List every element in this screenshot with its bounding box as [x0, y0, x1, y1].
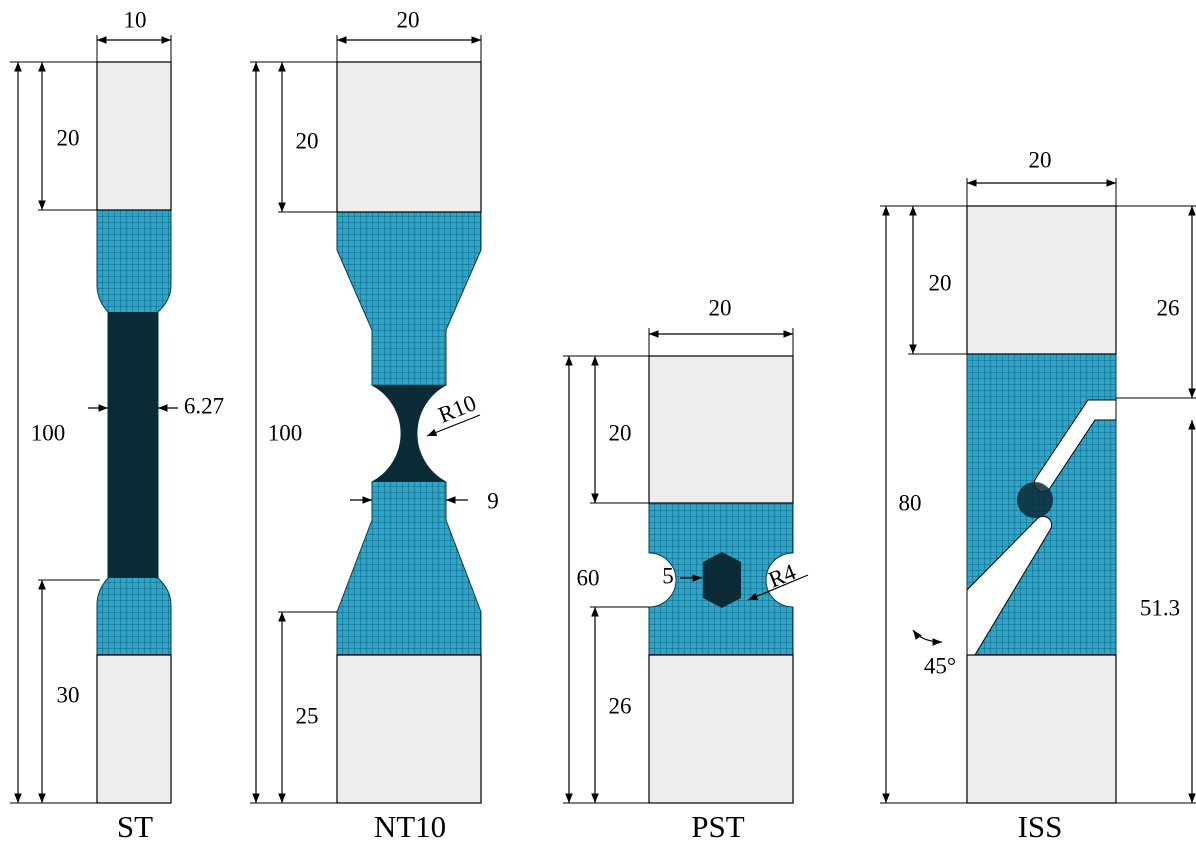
dimension-label: 30 — [57, 682, 80, 707]
specimen-nt10: 20 20 100 R10 9 25 NT10 — [250, 7, 499, 844]
dimension-label: 10 — [124, 7, 147, 32]
specimen-name: ISS — [1018, 809, 1063, 844]
dimension-label: 20 — [397, 7, 420, 32]
specimen-name: PST — [691, 809, 744, 844]
specimen-pst: 20 20 60 5 R4 26 PST — [563, 295, 808, 844]
dimension-label: 100 — [268, 420, 303, 445]
dimension-label: 20 — [1029, 147, 1052, 172]
dimension-label: 45° — [924, 653, 956, 678]
dimension-label: 20 — [609, 420, 632, 445]
dimension-label: 6.27 — [184, 393, 224, 418]
specimen-diagram: 10 20 100 6.27 30 ST 20 20 100 R10 9 25 … — [0, 0, 1196, 848]
dimension-label: 20 — [929, 270, 952, 295]
specimen-iss: 20 20 26 80 51.3 45° ISS — [880, 147, 1196, 844]
dimension-label: 25 — [296, 703, 319, 728]
dimension-label: 20 — [709, 295, 732, 320]
dimension-label: 100 — [31, 420, 66, 445]
dimension-label: 51.3 — [1140, 595, 1180, 620]
specimen-st: 10 20 100 6.27 30 ST — [10, 7, 224, 844]
dimension-label: 20 — [296, 128, 319, 153]
specimen-name: NT10 — [374, 809, 446, 844]
dimension-label: 5 — [662, 563, 674, 588]
dimension-label: 26 — [1157, 295, 1180, 320]
dimension-label: 80 — [899, 490, 922, 515]
dimension-label: 9 — [487, 488, 499, 513]
dimension-label: R10 — [435, 390, 480, 428]
dimension-label: 26 — [609, 693, 632, 718]
dimension-label: 60 — [577, 565, 600, 590]
dimension-label: 20 — [57, 125, 80, 150]
specimen-name: ST — [117, 809, 153, 844]
